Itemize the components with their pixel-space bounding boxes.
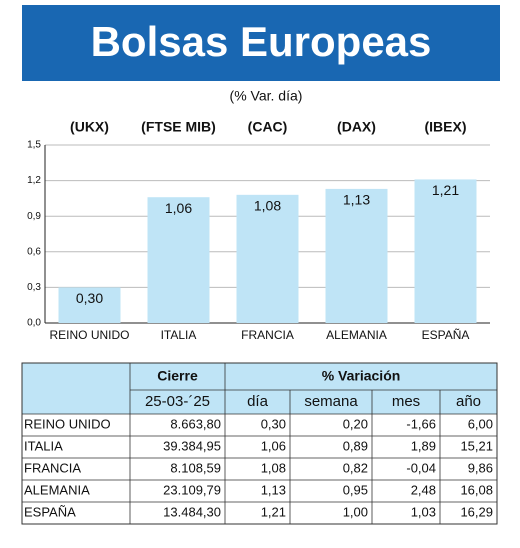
- table-cell: -1,66: [406, 416, 436, 431]
- x-tick-label: ALEMANIA: [326, 328, 387, 342]
- table-group-header: Cierre: [157, 368, 198, 384]
- title-banner: [22, 5, 500, 81]
- table-column-header: año: [456, 393, 481, 410]
- table-row-label: ITALIA: [24, 438, 63, 453]
- bar: [236, 194, 299, 323]
- x-tick-label: FRANCIA: [241, 328, 294, 342]
- table-cell: 39.384,95: [163, 438, 221, 453]
- value-label: 1,08: [254, 198, 281, 214]
- table-row-label: FRANCIA: [24, 460, 81, 475]
- table-header-bg: [22, 363, 497, 414]
- ticker-label: (UKX): [70, 119, 109, 135]
- value-label: 1,06: [165, 200, 192, 216]
- y-tick-label: 1,5: [27, 140, 41, 151]
- table-column-header: mes: [392, 393, 420, 410]
- y-tick-label: 0,6: [27, 246, 41, 257]
- table-cell: 2,48: [411, 482, 436, 497]
- bar: [414, 179, 477, 323]
- table-row-label: REINO UNIDO: [24, 416, 111, 431]
- ticker-label: (FTSE MIB): [141, 119, 216, 135]
- value-label: 0,30: [76, 290, 103, 306]
- value-label: 1,13: [343, 192, 370, 208]
- table-cell: 6,00: [468, 416, 493, 431]
- table-cell: 1,08: [261, 460, 286, 475]
- y-tick-label: 0,3: [27, 282, 41, 293]
- table-cell: 8.108,59: [170, 460, 221, 475]
- ticker-label: (DAX): [337, 119, 376, 135]
- table-column-header: 25-03-´25: [145, 393, 210, 410]
- value-label: 1,21: [432, 182, 459, 198]
- table-cell: -0,04: [406, 460, 436, 475]
- table-cell: 8.663,80: [170, 416, 221, 431]
- x-tick-label: ITALIA: [161, 328, 197, 342]
- table-cell: 16,08: [460, 482, 493, 497]
- x-tick-label: REINO UNIDO: [49, 328, 129, 342]
- table-cell: 13.484,30: [163, 504, 221, 519]
- table-cell: 9,86: [468, 460, 493, 475]
- table-cell: 1,21: [261, 504, 286, 519]
- y-tick-label: 0,0: [27, 318, 41, 329]
- table-group-header: % Variación: [322, 368, 401, 384]
- table-cell: 0,20: [343, 416, 368, 431]
- y-tick-label: 1,2: [27, 175, 41, 186]
- table-cell: 0,95: [343, 482, 368, 497]
- table-cell: 16,29: [460, 504, 493, 519]
- table-cell: 15,21: [460, 438, 493, 453]
- chart-subtitle: (% Var. día): [230, 88, 303, 104]
- ticker-label: (IBEX): [425, 119, 467, 135]
- table-column-header: día: [247, 393, 269, 410]
- bar: [147, 197, 210, 323]
- bar: [58, 287, 121, 323]
- table-frame: [21, 362, 498, 525]
- table-cell: 1,03: [411, 504, 436, 519]
- x-tick-label: ESPAÑA: [422, 328, 470, 342]
- table-column-header: semana: [304, 393, 358, 410]
- table-cell: 0,89: [343, 438, 368, 453]
- table-cell: 1,13: [261, 482, 286, 497]
- table-cell: 0,30: [261, 416, 286, 431]
- table-cell: 23.109,79: [163, 482, 221, 497]
- table-row-label: ALEMANIA: [24, 482, 90, 497]
- table-cell: 1,89: [411, 438, 436, 453]
- table-cell: 0,82: [343, 460, 368, 475]
- table-cell: 1,06: [261, 438, 286, 453]
- y-tick-label: 0,9: [27, 211, 41, 222]
- table-cell: 1,00: [343, 504, 368, 519]
- chart-title: Bolsas Europeas: [91, 18, 432, 65]
- table-row-label: ESPAÑA: [24, 504, 76, 519]
- bar: [325, 188, 388, 323]
- ticker-label: (CAC): [248, 119, 288, 135]
